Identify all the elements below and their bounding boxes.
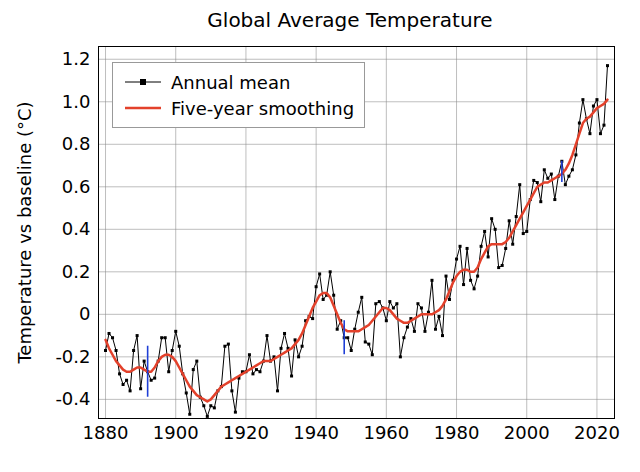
svg-text:0.8: 0.8 (62, 133, 91, 154)
svg-text:Temperature vs baseline (°C): Temperature vs baseline (°C) (14, 101, 35, 364)
svg-text:1920: 1920 (223, 422, 269, 443)
svg-text:2020: 2020 (574, 422, 620, 443)
svg-text:0.2: 0.2 (62, 261, 91, 282)
html-text:Global Average Temperature: Global Average Temperature (207, 8, 493, 32)
svg-text:0: 0 (79, 303, 90, 324)
html-text:Annual mean: Annual mean (171, 71, 291, 93)
svg-text:1940: 1940 (293, 422, 339, 443)
svg-text:1980: 1980 (434, 422, 480, 443)
svg-text:0.4: 0.4 (62, 218, 91, 239)
svg-text:-0.4: -0.4 (55, 388, 90, 409)
svg-text:-0.2: -0.2 (55, 346, 90, 367)
svg-text:1.2: 1.2 (62, 48, 91, 69)
svg-text:1.0: 1.0 (62, 91, 91, 112)
svg-text:1880: 1880 (83, 422, 129, 443)
svg-text:0.6: 0.6 (62, 176, 91, 197)
svg-text:1900: 1900 (153, 422, 199, 443)
svg-text:1960: 1960 (363, 422, 409, 443)
html-text:Five-year smoothing: Five-year smoothing (171, 97, 355, 119)
svg-text:2000: 2000 (504, 422, 550, 443)
